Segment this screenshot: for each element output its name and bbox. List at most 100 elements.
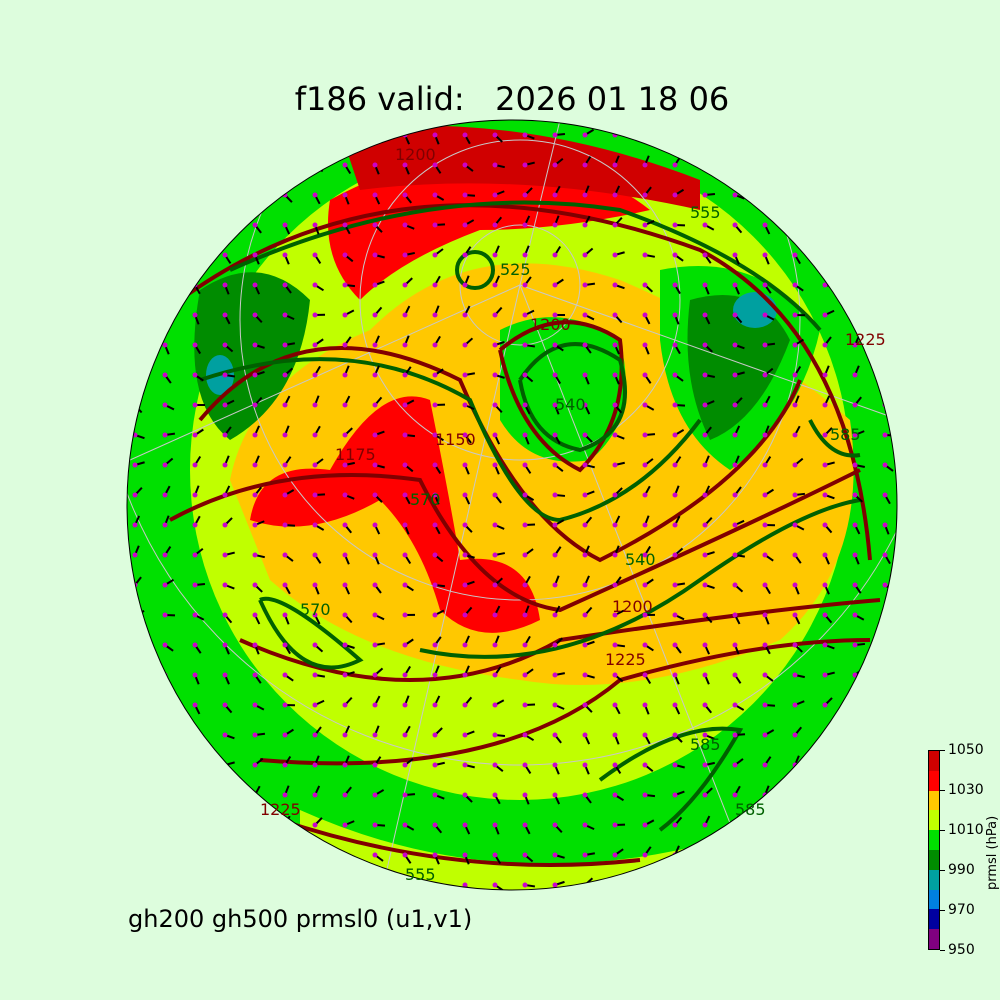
wind-point <box>372 582 378 588</box>
wind-point <box>552 522 558 528</box>
wind-point <box>522 762 528 768</box>
wind-point <box>852 342 858 348</box>
wind-point <box>672 882 678 888</box>
wind-barb <box>794 194 801 205</box>
wind-point <box>462 672 468 678</box>
wind-point <box>522 612 528 618</box>
contour-label: 585 <box>690 735 721 754</box>
wind-point <box>432 612 438 618</box>
pressure-fill-1030 <box>328 158 650 300</box>
wind-point <box>732 192 738 198</box>
wind-point <box>312 312 318 318</box>
wind-point <box>282 252 288 258</box>
wind-point <box>312 612 318 618</box>
wind-point <box>342 612 348 618</box>
wind-point <box>882 882 888 888</box>
wind-point <box>282 702 288 708</box>
wind-barb <box>134 704 141 715</box>
wind-point <box>282 612 288 618</box>
wind-point <box>132 852 138 858</box>
wind-barb <box>884 695 890 706</box>
wind-point <box>732 252 738 258</box>
wind-point <box>432 132 438 138</box>
wind-point <box>582 702 588 708</box>
wind-point <box>492 522 498 528</box>
wind-point <box>192 372 198 378</box>
wind-point <box>612 732 618 738</box>
wind-point <box>492 342 498 348</box>
wind-barb <box>824 884 834 890</box>
wind-point <box>792 882 798 888</box>
wind-point <box>372 612 378 618</box>
pressure-fill-outer <box>127 560 897 890</box>
wind-point <box>492 312 498 318</box>
wind-point <box>432 312 438 318</box>
wind-barb <box>134 284 145 290</box>
wind-point <box>522 642 528 648</box>
wind-point <box>552 462 558 468</box>
wind-point <box>222 882 228 888</box>
wind-point <box>762 342 768 348</box>
wind-point <box>522 822 528 828</box>
wind-point <box>462 642 468 648</box>
wind-barb <box>134 185 141 196</box>
wind-point <box>762 402 768 408</box>
wind-point <box>252 552 258 558</box>
wind-point <box>852 792 858 798</box>
wind-point <box>162 162 168 168</box>
wind-point <box>252 852 258 858</box>
wind-barb <box>314 884 325 890</box>
wind-point <box>552 642 558 648</box>
wind-point <box>582 732 588 738</box>
wind-point <box>402 432 408 438</box>
wind-barb <box>284 882 296 886</box>
wind-barb <box>794 816 803 826</box>
wind-point <box>582 282 588 288</box>
wind-point <box>582 762 588 768</box>
wind-barb <box>854 194 861 205</box>
wind-barb <box>164 794 176 797</box>
wind-point <box>402 312 408 318</box>
wind-point <box>312 462 318 468</box>
wind-point <box>642 132 648 138</box>
contour-label: 525 <box>500 260 531 279</box>
wind-barb <box>134 734 140 745</box>
wind-point <box>372 732 378 738</box>
colorbar-bin <box>929 751 939 771</box>
wind-point <box>402 552 408 558</box>
wind-point <box>852 282 858 288</box>
wind-barb <box>164 220 175 226</box>
wind-point <box>462 582 468 588</box>
wind-point <box>462 162 468 168</box>
contour-label: 540 <box>555 395 586 414</box>
wind-point <box>672 582 678 588</box>
wind-point <box>852 762 858 768</box>
wind-point <box>462 522 468 528</box>
wind-point <box>132 762 138 768</box>
wind-point <box>162 882 168 888</box>
wind-point <box>822 492 828 498</box>
wind-point <box>882 432 888 438</box>
wind-point <box>312 732 318 738</box>
wind-barb <box>254 878 264 886</box>
wind-barb <box>164 284 173 293</box>
wind-point <box>612 312 618 318</box>
wind-point <box>702 282 708 288</box>
wind-point <box>642 792 648 798</box>
wind-point <box>192 672 198 678</box>
wind-point <box>492 762 498 768</box>
wind-point <box>282 762 288 768</box>
gh200-labels: 1200 1200 1225 1225 1175 1150 1225 1200 <box>260 145 886 819</box>
wind-point <box>702 312 708 318</box>
wind-point <box>462 702 468 708</box>
wind-point <box>492 252 498 258</box>
wind-point <box>522 252 528 258</box>
wind-barb <box>794 884 805 889</box>
wind-point <box>402 612 408 618</box>
wind-point <box>582 822 588 828</box>
wind-point <box>762 822 768 828</box>
wind-point <box>312 222 318 228</box>
wind-point <box>192 552 198 558</box>
wind-point <box>342 432 348 438</box>
wind-point <box>642 882 648 888</box>
